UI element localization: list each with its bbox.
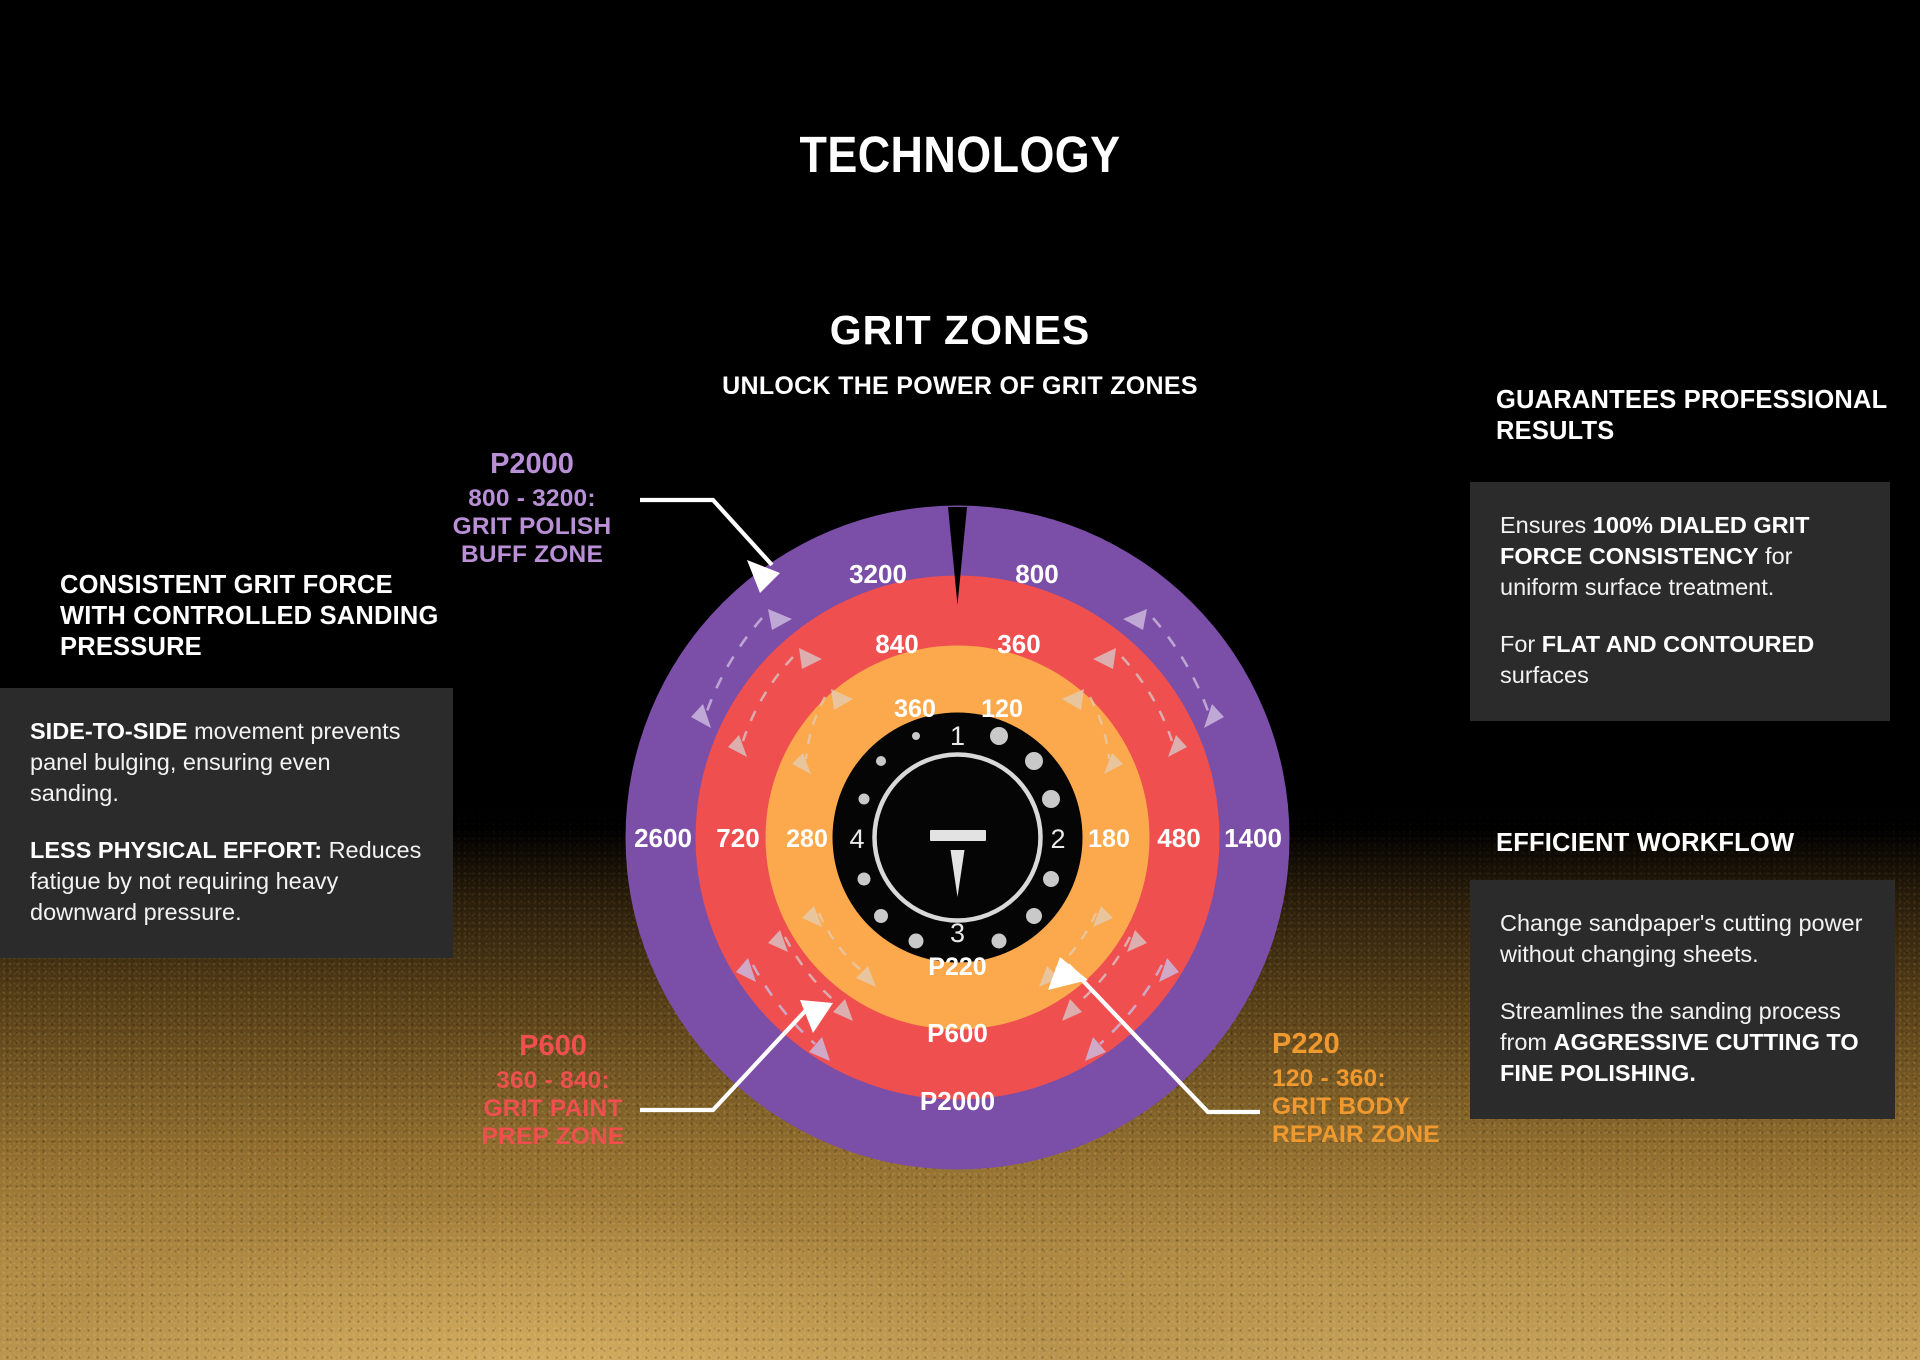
dial-label-360-inner: 360 [894,695,936,723]
left-paragraph-2-text: Reduces fatigue by not requiring heavy d… [30,837,422,926]
right-panel-2-heading: EFFICIENT WORKFLOW [1496,829,1795,857]
callout-p2000-line-2: GRIT POLISH [452,513,612,541]
page-title: TECHNOLOGY [799,126,1121,183]
dial-label-3200: 3200 [849,559,907,589]
section-title: GRIT ZONES [829,307,1091,353]
left-panel-paragraph-2: LESS PHYSICAL EFFORT: Reduces fatigue by… [30,835,423,928]
direction-arcs-middle [741,656,1174,1006]
r1-p1-rest: for uniform surface treatment. [1500,543,1793,601]
callout-p220-line-3: REPAIR ZONE [1272,1121,1440,1149]
callout-p2000-line-3: BUFF ZONE [461,541,603,569]
right-panel-2-paragraph-1: Change sandpaper's cutting power without… [1500,908,1865,970]
left-panel-card: SIDE-TO-SIDE movement prevents panel bul… [0,688,453,959]
dial-label-2600: 2600 [634,823,692,853]
r1-p2-bold: FLAT AND CONTOURED [1541,631,1815,658]
hub-number-1[interactable]: 1 [950,721,965,751]
callout-p220-title: P220 [1272,1028,1340,1060]
dial-label-840: 840 [875,629,918,659]
callout-p220-line-1: 120 - 360: [1272,1064,1386,1092]
callout-p600: P600 360 - 840: GRIT PAINT PREP ZONE [478,1030,628,1152]
hub-number-4[interactable]: 4 [849,824,864,854]
dial-label-800: 800 [1015,559,1058,589]
left-panel-heading: CONSISTENT GRIT FORCE WITH CONTROLLED SA… [60,571,439,662]
hub-inner-ring [872,752,1043,923]
dial-label-480: 480 [1157,823,1200,853]
dial-label-360-middle: 360 [997,629,1040,659]
callout-p220-line-2: GRIT BODY [1272,1093,1410,1121]
dial-label-120: 120 [981,695,1023,723]
hub-pointer-icon [950,850,965,897]
dial-label-p600-ring: P600 [927,1018,988,1048]
r1-p2-rest: surfaces [1500,662,1589,689]
dial-label-280: 280 [786,825,828,853]
left-panel-paragraph-1: SIDE-TO-SIDE movement prevents panel bul… [30,716,423,809]
dial-label-180: 180 [1088,825,1130,853]
callout-p220: P220 120 - 360: GRIT BODY REPAIR ZONE [1272,1028,1472,1150]
dial-label-720: 720 [716,823,759,853]
dial-label-p220-ring: P220 [928,953,986,981]
r2-p2-pre: Streamlines the sanding process from [1500,998,1841,1056]
right-panel-1-paragraph-2: For FLAT AND CONTOURED surfaces [1500,629,1860,691]
left-paragraph-2-bold: LESS PHYSICAL EFFORT: [30,837,323,864]
r2-p1-rest: Change sandpaper's cutting power without… [1500,910,1863,968]
section-subtitle: UNLOCK THE POWER OF GRIT ZONES [722,372,1198,400]
hub-number-2[interactable]: 2 [1050,824,1065,854]
dial-label-1400: 1400 [1224,823,1282,853]
grit-zones-dial[interactable]: 3200 800 2600 1400 P2000 840 360 720 480… [625,505,1290,1170]
r1-p1-bold: 100% DIALED GRIT FORCE CONSISTENCY [1500,512,1810,570]
callout-p2000: P2000 800 - 3200: GRIT POLISH BUFF ZONE [452,448,612,570]
callout-p600-line-2: GRIT PAINT [483,1095,623,1123]
dial-svg: 3200 800 2600 1400 P2000 840 360 720 480… [625,505,1290,1170]
left-paragraph-1-text: movement prevents panel bulging, ensurin… [30,718,401,807]
left-paragraph-1-bold: SIDE-TO-SIDE [30,718,188,744]
right-panel-1-heading: GUARANTEES PROFESSIONAL RESULTS [1496,386,1887,446]
hub-indicator-bar [930,830,986,841]
direction-arrowheads-inner [792,689,1123,987]
right-panel-2-card: Change sandpaper's cutting power without… [1470,880,1895,1120]
callout-p2000-title: P2000 [490,448,574,480]
r1-p2-pre: For [1500,631,1542,658]
r1-p1-pre: Ensures [1500,512,1593,538]
dial-label-p2000-ring: P2000 [920,1086,995,1116]
callout-p600-title: P600 [519,1030,587,1062]
callout-p600-line-1: 360 - 840: [496,1066,610,1094]
direction-arrowheads-middle [728,648,1187,1021]
r2-p2-bold: AGGRESSIVE CUTTING TO FINE POLISHING. [1500,1029,1859,1087]
callout-p600-line-3: PREP ZONE [481,1123,625,1151]
hub-dots [857,727,1060,949]
hub-number-3[interactable]: 3 [950,918,965,948]
right-panel-2-paragraph-2: Streamlines the sanding process from AGG… [1500,996,1865,1089]
right-panel-1-paragraph-1: Ensures 100% DIALED GRIT FORCE CONSISTEN… [1500,510,1860,603]
right-panel-1-card: Ensures 100% DIALED GRIT FORCE CONSISTEN… [1470,482,1890,722]
callout-p2000-line-1: 800 - 3200: [468,484,596,512]
